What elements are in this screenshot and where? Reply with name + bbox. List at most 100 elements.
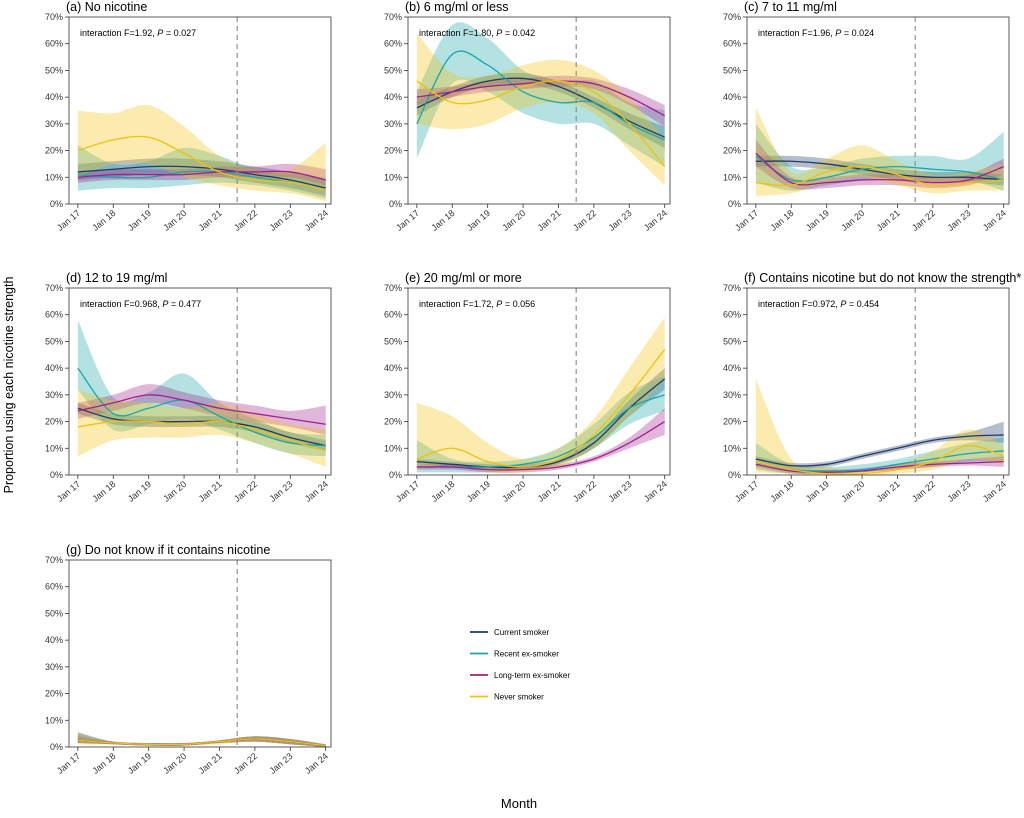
- x-tick-label: Jan 20: [500, 479, 527, 504]
- x-tick-label: Jan 21: [197, 751, 224, 776]
- x-tick-label: Jan 24: [303, 479, 330, 504]
- series-line-recent-ex-smoker: [755, 155, 1004, 182]
- legend: Current smoker Recent ex-smoker Long-term …: [470, 628, 570, 702]
- panel-e: (e) 20 mg/ml or more 0% 10% 20% 30% 40% 50% 60%…: [384, 271, 671, 504]
- ci-band-never-smoker: [77, 104, 326, 202]
- y-tick-label: 0%: [389, 470, 402, 480]
- panel-frame: [746, 287, 1010, 476]
- x-tick-label: Jan 21: [875, 208, 902, 233]
- y-tick-label: 60%: [384, 310, 402, 320]
- ci-band-long-term-ex-smoker: [416, 75, 665, 127]
- x-tick-label: Jan 17: [394, 479, 421, 504]
- y-tick-label: 50%: [45, 65, 63, 75]
- series-line-long-term-ex-smoker: [755, 152, 1004, 186]
- x-tick-label: Jan 22: [571, 479, 598, 504]
- y-tick-label: 40%: [45, 363, 63, 373]
- x-tick-label: Jan 18: [90, 208, 117, 233]
- panel-frame: [407, 16, 671, 205]
- series-line-long-term-ex-smoker: [416, 421, 666, 471]
- ci-band-never-smoker: [77, 389, 326, 467]
- ci-band-long-term-ex-smoker: [77, 163, 326, 186]
- x-tick-label: Jan 17: [55, 208, 82, 233]
- interaction-annotation: interaction F=1.80, P = 0.042: [419, 28, 535, 38]
- x-tick-label: Jan 20: [161, 208, 188, 233]
- x-tick-label: Jan 23: [267, 479, 294, 504]
- x-tick-label: Jan 20: [500, 208, 527, 233]
- x-tick-label: Jan 22: [571, 208, 598, 233]
- y-tick-label: 60%: [384, 39, 402, 49]
- y-tick-label: 60%: [45, 582, 63, 592]
- y-tick-label: 60%: [45, 39, 63, 49]
- x-tick-label: Jan 19: [126, 479, 153, 504]
- y-tick-label: 20%: [723, 417, 741, 427]
- x-tick-label: Jan 18: [429, 479, 456, 504]
- y-tick-label: 10%: [384, 172, 402, 182]
- x-tick-label: Jan 24: [642, 479, 669, 504]
- series-line-current-smoker: [77, 407, 326, 447]
- panel-c: (c) 7 to 11 mg/ml 0% 10% 20% 30% 40% 50% 60% 70%…: [723, 0, 1010, 233]
- x-tick-label: Jan 18: [429, 208, 456, 233]
- y-tick-label: 50%: [723, 336, 741, 346]
- legend-label: Current smoker: [494, 628, 549, 637]
- x-tick-label: Jan 22: [232, 208, 259, 233]
- plot-area: [416, 22, 666, 186]
- ci-band-recent-ex-smoker: [755, 437, 1004, 475]
- panel-title: (e) 20 mg/ml or more: [405, 271, 522, 285]
- y-tick-label: 40%: [723, 363, 741, 373]
- series-line-current-smoker: [755, 160, 1004, 181]
- x-axis-label: Month: [501, 796, 537, 811]
- y-tick-label: 70%: [384, 12, 402, 22]
- x-tick-label: Jan 21: [197, 479, 224, 504]
- y-tick-label: 50%: [723, 65, 741, 75]
- y-tick-label: 0%: [389, 199, 402, 209]
- x-tick-label: Jan 19: [126, 208, 153, 233]
- panel-a: (a) No nicotine 0% 10% 20% 30% 40% 50% 60% 70% Ja…: [45, 0, 332, 233]
- y-tick-label: 20%: [45, 417, 63, 427]
- series-line-long-term-ex-smoker: [77, 170, 326, 181]
- y-tick-label: 20%: [384, 146, 402, 156]
- panel-title: (c) 7 to 11 mg/ml: [744, 0, 837, 14]
- y-tick-label: 40%: [723, 92, 741, 102]
- y-tick-label: 30%: [384, 390, 402, 400]
- x-tick-label: Jan 18: [768, 208, 795, 233]
- panel-frame: [68, 16, 332, 205]
- series-line-recent-ex-smoker: [416, 50, 665, 141]
- x-tick-label: Jan 21: [536, 208, 563, 233]
- interaction-annotation: interaction F=1.96, P = 0.024: [758, 28, 874, 38]
- y-tick-label: 40%: [384, 92, 402, 102]
- x-tick-label: Jan 18: [90, 479, 117, 504]
- y-tick-label: 40%: [45, 635, 63, 645]
- panel-title: (a) No nicotine: [66, 0, 147, 14]
- y-tick-label: 20%: [723, 146, 741, 156]
- series-line-recent-ex-smoker: [77, 367, 326, 447]
- series-line-never-smoker: [755, 165, 1004, 187]
- x-tick-label: Jan 19: [465, 479, 492, 504]
- y-tick-label: 0%: [728, 470, 741, 480]
- x-tick-label: Jan 22: [232, 479, 259, 504]
- x-tick-label: Jan 24: [642, 208, 669, 233]
- x-tick-label: Jan 21: [875, 479, 902, 504]
- y-tick-label: 70%: [723, 283, 741, 293]
- y-tick-label: 0%: [728, 199, 741, 209]
- ci-band-recent-ex-smoker: [755, 123, 1004, 191]
- y-tick-label: 70%: [384, 283, 402, 293]
- x-tick-label: Jan 24: [303, 208, 330, 233]
- interaction-annotation: interaction F=0.972, P = 0.454: [758, 299, 879, 309]
- panel-d: (d) 12 to 19 mg/ml 0% 10% 20% 30% 40% 50% 60% 70…: [45, 271, 332, 504]
- y-tick-label: 60%: [723, 310, 741, 320]
- x-tick-label: Jan 23: [606, 479, 633, 504]
- legend-label: Recent ex-smoker: [494, 650, 559, 659]
- y-tick-label: 10%: [45, 715, 63, 725]
- y-tick-label: 60%: [723, 39, 741, 49]
- plot-area: [77, 104, 326, 202]
- panel-f: (f) Contains nicotine but do not know th…: [723, 271, 1021, 504]
- legend-label: Never smoker: [494, 693, 544, 702]
- y-tick-label: 30%: [723, 390, 741, 400]
- plot-area: [416, 317, 666, 474]
- y-tick-label: 30%: [45, 390, 63, 400]
- x-tick-label: Jan 19: [804, 208, 831, 233]
- plot-area: [77, 320, 326, 467]
- x-tick-label: Jan 23: [606, 208, 633, 233]
- x-tick-label: Jan 18: [768, 479, 795, 504]
